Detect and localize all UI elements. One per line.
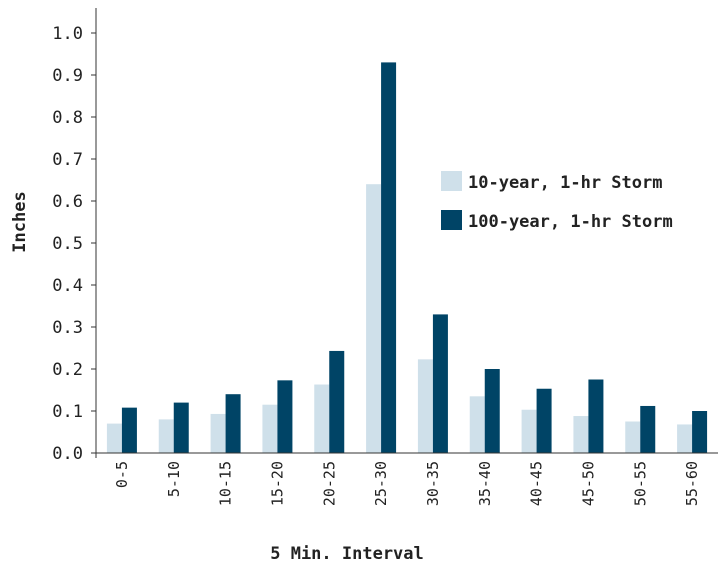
x-axis-title: 5 Min. Interval [270, 544, 424, 564]
x-tick-label: 0-5 [113, 461, 131, 488]
bar-10-year-15-20 [262, 404, 278, 453]
x-tick-label: 30-35 [424, 461, 442, 506]
bar-100-year-50-55 [640, 405, 656, 453]
y-tick-label: 0.4 [52, 276, 83, 296]
legend-swatch-10-year [441, 171, 462, 191]
bar-100-year-55-60 [692, 411, 708, 453]
y-axis-ticks: 0.0 0.1 0.2 0.3 0.4 0.5 0.6 0.7 0.8 0.9 1.0 [52, 24, 96, 464]
bar-100-year-20-25 [329, 350, 345, 453]
y-tick-label: 0.3 [52, 318, 83, 338]
bar-100-year-10-15 [225, 394, 241, 453]
bar-10-year-0-5 [106, 423, 122, 453]
bar-10-year-35-40 [469, 396, 485, 453]
y-tick-label: 0.5 [52, 234, 83, 254]
bar-100-year-25-30 [381, 62, 397, 454]
bar-100-year-45-50 [588, 379, 604, 453]
x-tick-label: 5-10 [165, 461, 183, 497]
y-tick-label: 1.0 [52, 24, 83, 44]
x-tick-label: 45-50 [579, 461, 597, 506]
legend-label-100-year: 100-year, 1-hr Storm [468, 212, 673, 232]
bar-10-year-40-45 [521, 409, 537, 453]
legend-swatch-100-year [441, 210, 462, 230]
legend-label-10-year: 10-year, 1-hr Storm [468, 173, 662, 193]
y-tick-label: 0.7 [52, 150, 83, 170]
x-axis-tick-labels: 0-5 5-10 10-15 15-20 20-25 25-30 30-35 35-40 40-… [113, 461, 701, 506]
bar-100-year-35-40 [484, 369, 500, 453]
bar-10-year-30-35 [417, 359, 433, 453]
bar-10-year-45-50 [573, 416, 589, 453]
bar-10-year-10-15 [210, 413, 226, 453]
bars [106, 62, 708, 454]
x-tick-label: 35-40 [476, 461, 494, 506]
y-tick-label: 0.1 [52, 402, 83, 422]
bar-100-year-40-45 [536, 388, 552, 453]
x-tick-label: 55-60 [683, 461, 701, 506]
x-tick-label: 15-20 [268, 461, 286, 506]
x-tick-label: 40-45 [528, 461, 546, 506]
y-axis-title: Inches [10, 191, 30, 252]
y-tick-label: 0.0 [52, 444, 83, 464]
bar-10-year-25-30 [366, 184, 382, 453]
bar-10-year-5-10 [158, 419, 174, 453]
legend: 10-year, 1-hr Storm 100-year, 1-hr Storm [441, 171, 673, 232]
x-tick-label: 25-30 [372, 461, 390, 506]
bar-100-year-0-5 [121, 407, 137, 453]
bar-100-year-15-20 [277, 380, 293, 453]
x-tick-label: 20-25 [320, 461, 338, 506]
y-tick-label: 0.9 [52, 66, 83, 86]
y-tick-label: 0.6 [52, 192, 83, 212]
bar-100-year-30-35 [432, 314, 448, 453]
x-tick-label: 10-15 [217, 461, 235, 506]
y-tick-label: 0.2 [52, 360, 83, 380]
x-tick-label: 50-55 [631, 461, 649, 506]
bar-10-year-50-55 [625, 421, 641, 453]
bar-10-year-20-25 [314, 384, 330, 453]
bar-10-year-55-60 [677, 424, 693, 453]
bar-100-year-5-10 [173, 402, 189, 453]
y-tick-label: 0.8 [52, 108, 83, 128]
